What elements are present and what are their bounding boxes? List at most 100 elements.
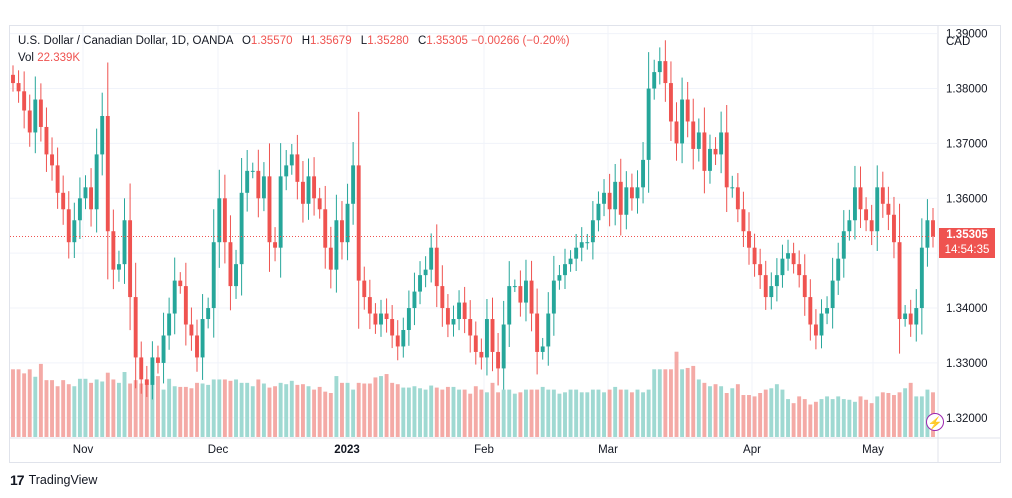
- candles[interactable]: [11, 40, 935, 400]
- volume-bar: [334, 376, 339, 437]
- volume-bar: [473, 386, 478, 437]
- candle-body: [44, 126, 49, 155]
- volume-bar: [178, 386, 183, 437]
- candle-body: [657, 61, 662, 73]
- volume-bar: [267, 387, 272, 437]
- candle-body: [245, 170, 250, 193]
- volume-bar: [434, 387, 439, 437]
- candle-body: [685, 99, 690, 122]
- candle-body: [390, 319, 395, 336]
- volume-bar: [367, 383, 372, 437]
- lightning-icon[interactable]: ⚡: [926, 413, 944, 431]
- candle-body: [317, 198, 322, 210]
- volume-bar: [44, 380, 49, 437]
- candle-body: [345, 203, 350, 243]
- tradingview-logo-icon: 17: [10, 472, 25, 488]
- candle-body: [300, 181, 305, 204]
- candle-body: [719, 132, 724, 155]
- grid-lines: [10, 26, 1000, 462]
- volume-bar: [864, 399, 869, 437]
- volume-bar: [278, 382, 283, 437]
- volume-bar: [406, 387, 411, 437]
- candle-body: [451, 319, 456, 325]
- volume-bar: [462, 389, 467, 437]
- volume-bar: [66, 384, 71, 437]
- candle-body: [496, 351, 501, 369]
- candle-body: [27, 110, 32, 133]
- candle-body: [763, 275, 768, 298]
- low-label: L: [360, 35, 368, 47]
- candle-body: [256, 170, 261, 199]
- volume-bar: [551, 389, 556, 437]
- candle-body: [925, 220, 930, 248]
- candle-body: [167, 313, 172, 336]
- volume-bar: [379, 376, 383, 437]
- candle-body: [880, 187, 885, 204]
- candle-body: [769, 286, 774, 298]
- open-label: O: [241, 35, 251, 47]
- candle-body: [122, 220, 127, 265]
- candle-body: [646, 88, 651, 160]
- candle-body: [512, 286, 517, 288]
- y-tick-label: 1.38000: [946, 84, 988, 96]
- volume-bar: [685, 367, 690, 437]
- candle-body: [457, 302, 462, 320]
- volume-bar: [579, 392, 584, 437]
- volume-bar: [529, 389, 534, 437]
- volume-bar: [61, 380, 66, 437]
- candle-body: [261, 176, 266, 199]
- price-axis[interactable]: 1.390001.380001.370001.360001.350001.340…: [946, 29, 988, 425]
- volume-bar: [635, 389, 640, 437]
- candle-body: [128, 220, 133, 298]
- volume-bar: [830, 399, 835, 437]
- volume-bar: [852, 401, 857, 437]
- volume-bar: [284, 384, 289, 437]
- footer-branding[interactable]: 17 TradingView: [10, 472, 97, 488]
- volume-bar: [763, 389, 768, 437]
- candle-body: [100, 115, 105, 155]
- volume-bar: [568, 389, 573, 437]
- candle-body: [663, 61, 668, 84]
- candle-body: [551, 280, 556, 314]
- volume-bar: [808, 404, 813, 437]
- candle-body: [289, 154, 294, 166]
- candle-body: [635, 187, 640, 199]
- volume-bar: [317, 386, 322, 437]
- candle-body: [139, 357, 144, 380]
- x-tick-label: Nov: [73, 444, 94, 456]
- volume-bar: [546, 389, 551, 437]
- candle-body: [629, 187, 634, 199]
- volume-bar: [128, 383, 133, 437]
- candle-body: [864, 209, 869, 221]
- volume-bar: [183, 386, 188, 437]
- candle-body: [735, 187, 740, 210]
- volume-bar: [401, 387, 406, 437]
- candle-body: [797, 264, 802, 276]
- volume-bar: [429, 385, 434, 437]
- candle-body: [373, 313, 378, 325]
- candle-body: [356, 165, 361, 281]
- volume-bar: [418, 388, 422, 437]
- volume-bar: [518, 392, 523, 437]
- volume-bar: [362, 383, 367, 437]
- volume-bar: [557, 393, 562, 437]
- candle-body: [529, 280, 534, 314]
- candle-body: [16, 83, 21, 92]
- volume-bar: [245, 382, 250, 437]
- candle-body: [908, 313, 913, 325]
- volume-bar: [602, 392, 606, 437]
- candle-body: [724, 132, 729, 188]
- change-value: −0.00266 (−0.20%): [471, 35, 570, 47]
- volume-bar: [496, 392, 501, 437]
- volume-bar: [222, 379, 227, 437]
- candle-body: [401, 329, 406, 347]
- candle-body: [228, 242, 233, 287]
- time-axis[interactable]: Nov Dec 2023 Feb Mar Apr May: [73, 444, 884, 456]
- candle-body: [886, 203, 891, 215]
- candle-body: [786, 253, 790, 259]
- volume-bar: [234, 379, 238, 437]
- volume-bar: [585, 392, 590, 437]
- candle-body: [312, 176, 317, 199]
- current-price-tag: 1.35305 14:54:35: [939, 228, 995, 259]
